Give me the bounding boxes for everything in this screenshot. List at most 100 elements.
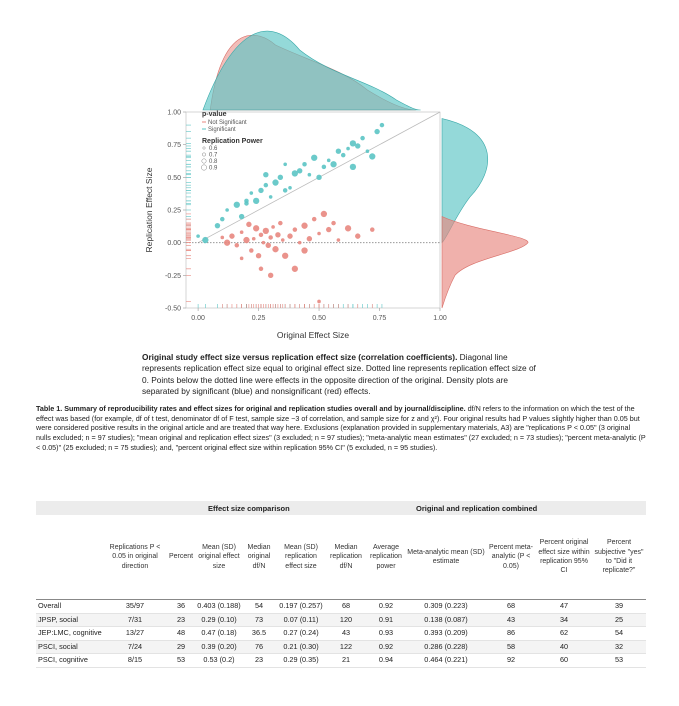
point-significant [253,197,260,205]
point-not-significant [355,233,361,239]
legend-power-item: 0.7 [209,153,218,159]
group-header-effect-size: Effect size comparison [208,504,290,513]
point-not-significant [317,299,321,304]
point-not-significant [258,266,264,272]
column-header: Percent [168,553,194,561]
point-significant [244,198,249,204]
table-cell: 68 [506,601,516,610]
point-not-significant [268,235,273,240]
top-density-significant [202,30,421,111]
point-significant [349,140,357,147]
y-tick-label: 0.25 [167,208,181,215]
point-significant [220,216,225,222]
table-cell: 54 [614,628,624,637]
point-not-significant [229,233,235,239]
column-header: Average replication power [370,544,402,570]
legend-power-key [202,146,206,150]
table-cell: 73 [254,614,264,624]
table-cell: 53 [614,655,624,664]
table-title: Table 1. Summary of reproducibility rate… [36,404,646,453]
point-significant [365,149,370,153]
point-significant [302,162,307,167]
x-tick-label: 0.00 [191,315,205,322]
point-not-significant [287,233,293,239]
point-significant [214,222,221,229]
table-cell: 23 [176,614,186,624]
table-cell: 48 [176,628,186,637]
table-cell: 7/31 [127,614,143,624]
legend-power-key [202,152,206,157]
y-tick-label: 0.00 [167,240,181,247]
point-significant [238,213,245,220]
legend-power-item: 0.6 [209,146,218,152]
point-not-significant [282,252,289,259]
point-not-significant [255,253,262,259]
point-not-significant [262,227,269,235]
point-not-significant [272,246,279,253]
scatter-figure: -0.50 -0.25 0.00 0.25 0.50 0.75 1.00 0.00 0.25 0.… [0,0,679,350]
table-cell: 29 [176,641,186,651]
point-not-significant [249,248,254,253]
row-label: PSCI, cognitive [38,655,88,664]
scatter-plot: -0.50 -0.25 0.00 0.25 0.50 0.75 1.00 0.00 0.25 0.… [144,30,529,340]
y-tick-label: 1.00 [167,110,181,117]
table-row: PSCI, social 7/24 29 0.39 (0.20) 76 0.21 (0.3… [36,640,646,654]
table-cell: 0.93 [378,628,394,637]
point-not-significant [301,222,308,229]
row-label: Overall [38,601,62,610]
table-cell: 0.91 [378,614,394,624]
legend-power-key [201,158,207,164]
point-significant [277,174,284,181]
column-header: Percent original effect size within repl… [538,539,590,575]
point-not-significant [320,210,328,218]
point-significant [326,158,331,163]
y-tick-label: 0.50 [167,175,181,182]
table-row: JPSP, social 7/31 23 0.29 (0.10) 73 0.07 (0.1… [36,613,646,627]
point-not-significant [265,242,271,248]
point-significant [296,168,303,174]
table-cell: 43 [341,628,351,637]
point-significant [369,153,376,160]
table-cell: 0.464 (0.221) [424,655,468,664]
table-cell: 53 [176,655,186,664]
column-header: Percent subjective "yes" to "Did it repl… [594,539,644,575]
point-not-significant [243,236,250,244]
point-not-significant [291,265,299,272]
point-not-significant [292,227,298,232]
point-not-significant [326,226,332,233]
point-significant [355,143,361,149]
point-not-significant [261,240,266,245]
table-title-text: df/N refers to the information on which … [36,404,646,452]
table-cell: 32 [614,641,624,651]
column-header: Replications P < 0.05 in original direct… [109,544,161,570]
table-cell: 39 [614,601,624,610]
point-significant [316,174,322,181]
column-header [36,515,104,599]
point-significant [196,234,200,238]
point-significant [311,154,318,161]
table-cell: 0.92 [378,641,394,651]
x-tick-label: 0.75 [373,315,387,322]
table-cell: 120 [339,614,353,624]
table-cell: 60 [559,655,569,664]
table-cell: 0.92 [378,601,394,610]
legend-power-item: 0.9 [209,166,218,172]
point-significant [307,172,312,177]
y-tick-label: 0.75 [167,142,181,149]
legend-power-key [201,164,207,171]
row-label: PSCI, social [38,641,78,651]
table-group-header: Effect size comparison Original and repl… [36,501,646,515]
point-significant [360,135,365,141]
x-tick-label: 0.25 [252,315,266,322]
column-header: Meta-analytic mean (SD) estimate [407,548,485,565]
table-cell: 36 [176,601,186,610]
table-cell: 0.138 (0.087) [424,614,468,624]
point-significant [321,164,327,170]
point-significant [335,148,342,154]
point-significant [263,172,269,178]
legend-power-item: 0.8 [209,159,218,165]
table-cell: 0.27 (0.24) [283,628,319,637]
table-title-bold: Table 1. Summary of reproducibility rate… [36,404,466,413]
table-cell: 13/27 [125,628,145,637]
x-axis-title: Original Effect Size [277,330,349,340]
